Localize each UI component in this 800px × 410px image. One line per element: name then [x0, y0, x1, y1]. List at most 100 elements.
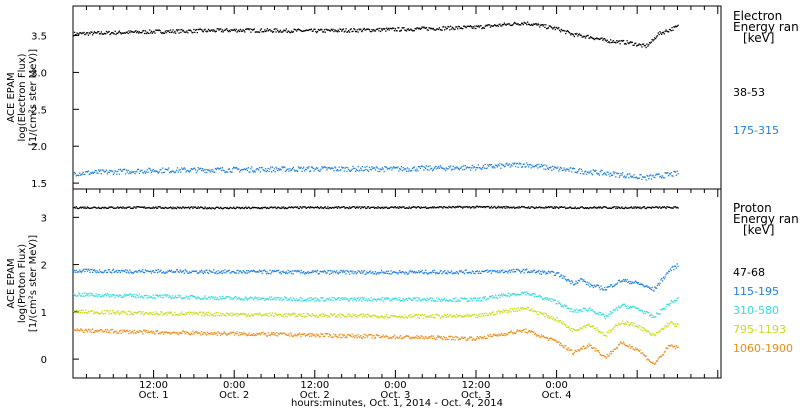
data-point [647, 358, 649, 360]
data-point [165, 295, 167, 297]
data-point [156, 269, 158, 272]
data-point [587, 284, 589, 286]
data-point [442, 207, 444, 209]
data-point [300, 300, 302, 302]
data-point [158, 171, 160, 173]
data-point [447, 207, 449, 209]
data-point [164, 331, 166, 334]
data-point [616, 324, 618, 327]
data-point [236, 331, 238, 333]
data-point [388, 207, 390, 209]
data-point [461, 165, 463, 168]
data-point [335, 169, 338, 172]
data-point [332, 272, 334, 274]
data-point [508, 270, 510, 272]
data-point [255, 313, 257, 315]
data-point [384, 28, 386, 30]
data-point [259, 270, 262, 272]
data-point [137, 168, 139, 171]
data-point [441, 29, 443, 31]
data-point [408, 206, 410, 208]
data-point [596, 327, 598, 329]
data-point [464, 314, 466, 317]
data-point [547, 206, 550, 208]
data-point [73, 292, 75, 295]
data-point [441, 298, 443, 300]
data-point [591, 284, 593, 287]
data-point [261, 166, 263, 169]
data-point [450, 207, 453, 209]
data-point [310, 206, 313, 209]
data-point [530, 167, 532, 169]
data-point [600, 332, 602, 334]
data-point [114, 330, 116, 333]
data-point [205, 333, 207, 335]
data-point [194, 330, 197, 333]
data-point [378, 334, 380, 337]
data-point [286, 31, 288, 33]
data-point [437, 206, 439, 208]
data-point [329, 207, 332, 209]
data-point [541, 165, 543, 167]
data-point [150, 313, 153, 315]
data-point [133, 31, 135, 33]
data-point [113, 331, 115, 333]
data-point [509, 308, 511, 310]
data-point [268, 207, 270, 210]
data-point [245, 169, 247, 171]
data-point [141, 169, 143, 171]
data-point [242, 298, 244, 300]
data-point [412, 270, 414, 272]
data-point [154, 313, 156, 315]
data-point [623, 176, 625, 178]
data-point [273, 28, 275, 31]
data-point [269, 168, 271, 170]
data-point [84, 33, 86, 36]
data-point [526, 162, 528, 164]
data-point [345, 206, 347, 209]
data-point [399, 317, 402, 319]
data-point [619, 174, 621, 177]
data-point [606, 315, 608, 317]
data-point [335, 272, 337, 274]
data-point [292, 273, 294, 275]
data-point [351, 297, 353, 299]
data-point [111, 32, 113, 34]
data-point [303, 333, 306, 335]
data-point [651, 175, 653, 177]
data-point [425, 269, 427, 271]
data-point [246, 270, 248, 272]
data-point [458, 270, 460, 272]
data-point [481, 270, 483, 272]
data-point [590, 207, 592, 209]
data-point [553, 339, 556, 342]
data-point [212, 332, 214, 334]
data-point [119, 168, 121, 170]
data-point [542, 271, 544, 274]
data-point [363, 206, 365, 208]
data-point [463, 271, 465, 273]
data-point [233, 28, 236, 30]
data-point [96, 270, 98, 272]
data-point [256, 207, 258, 209]
data-point [92, 207, 94, 209]
data-point [386, 270, 388, 272]
data-point [148, 206, 150, 209]
data-point [137, 296, 140, 299]
data-point [284, 271, 286, 273]
data-point [422, 27, 424, 29]
data-point [354, 314, 357, 316]
data-point [162, 271, 164, 274]
data-point [517, 269, 519, 271]
data-point [648, 178, 650, 180]
data-point [392, 298, 394, 300]
data-point [447, 25, 449, 28]
data-point [175, 207, 177, 209]
data-point [474, 273, 476, 275]
data-point [399, 206, 402, 208]
data-point [490, 205, 492, 208]
data-point [195, 172, 198, 174]
data-point [226, 270, 229, 272]
data-point [613, 41, 615, 44]
data-point [437, 167, 439, 169]
